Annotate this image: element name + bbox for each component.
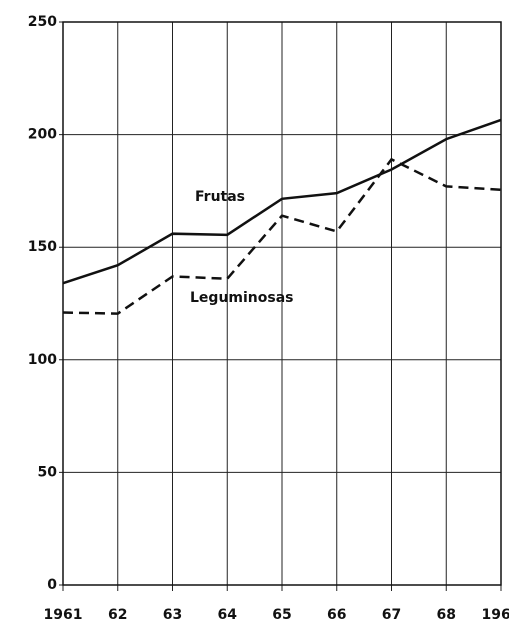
y-tick-label: 50	[38, 464, 58, 480]
x-tick-label: 63	[163, 607, 182, 623]
series-label: Frutas	[195, 189, 245, 205]
x-tick-label: 65	[272, 607, 291, 623]
x-tick-label: 66	[327, 607, 346, 623]
y-tick-label: 200	[28, 127, 57, 143]
x-tick-label: 64	[218, 607, 238, 623]
y-tick-label: 100	[28, 352, 57, 368]
series-label: Leguminosas	[190, 290, 294, 306]
x-tick-label: 1961	[44, 607, 83, 623]
series-line	[62, 157, 502, 315]
x-tick-label: 67	[382, 607, 401, 623]
y-tick-label: 250	[28, 14, 57, 30]
plot-frame	[62, 21, 502, 586]
x-tick-label: 1969	[482, 607, 509, 623]
x-tick-label: 68	[437, 607, 456, 623]
y-tick-label: 0	[47, 577, 57, 593]
series-line	[62, 118, 502, 285]
y-tick-label: 150	[28, 239, 57, 255]
x-tick-label: 62	[108, 607, 127, 623]
